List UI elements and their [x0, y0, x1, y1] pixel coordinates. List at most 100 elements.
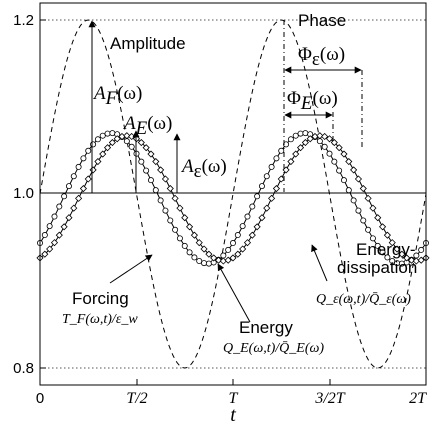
marker-energy-33 — [196, 258, 203, 265]
marker-energy-dissipation-49 — [272, 184, 280, 193]
marker-energy-52 — [287, 136, 294, 143]
marker-energy-dissipation-12 — [94, 157, 102, 166]
amplitude-dissipation-label: Aε(ω) — [180, 156, 227, 182]
marker-energy-dissipation-50 — [277, 175, 285, 183]
marker-energy-53 — [292, 132, 299, 139]
marker-energy-dissipation-46 — [258, 214, 266, 222]
marker-energy-48 — [268, 163, 275, 170]
phi-eps-arg: (ω) — [320, 44, 345, 65]
marker-energy-dissipation-45 — [253, 223, 261, 231]
marker-energy-dissipation-8 — [75, 194, 83, 202]
marker-energy-dissipation-72 — [383, 231, 391, 239]
gridlines — [40, 19, 426, 369]
marker-energy-dissipation-52 — [287, 157, 295, 166]
marker-energy-43 — [244, 213, 251, 220]
x-tick-label-0: 0 — [36, 390, 44, 407]
marker-energy-62 — [336, 167, 343, 174]
marker-energy-12 — [94, 136, 101, 143]
marker-energy-46 — [258, 183, 265, 190]
marker-energy-dissipation-54 — [296, 144, 305, 152]
y-axis: 1.2 1.0 0.8 — [13, 12, 46, 377]
x-axis-title: t — [230, 404, 236, 426]
a-e-arg: (ω) — [147, 113, 172, 134]
marker-energy-dissipation-26 — [161, 175, 170, 183]
marker-energy-dissipation-67 — [359, 184, 367, 193]
forcing-formula: T_F(ω,t)/ε_w — [62, 312, 138, 327]
x-tick-label-T: T — [229, 390, 239, 407]
marker-energy-dissipation-6 — [65, 214, 73, 222]
y-tick-label-1.2: 1.2 — [13, 12, 34, 29]
marker-energy-dissipation-44 — [248, 231, 256, 239]
marker-energy-dissipation-58 — [316, 132, 324, 140]
marker-energy-67 — [360, 217, 367, 224]
dissipation-label-line-2: dissipation — [337, 258, 417, 277]
marker-energy-34 — [201, 260, 208, 267]
marker-energy-40 — [229, 240, 236, 247]
marker-energy-dissipation-42 — [239, 245, 247, 253]
marker-energy-10 — [85, 147, 92, 154]
phi-eps-sub: ε — [312, 49, 320, 70]
marker-energy-39 — [225, 246, 232, 253]
marker-energy-70 — [374, 242, 381, 249]
marker-energy-dissipation-59 — [321, 132, 329, 141]
marker-energy-6 — [65, 183, 72, 190]
marker-energy-dissipation-56 — [306, 135, 314, 143]
marker-energy-dissipation-41 — [234, 250, 242, 258]
marker-energy-dissipation-43 — [243, 239, 252, 247]
marker-energy-23 — [147, 177, 154, 184]
marker-energy-dissipation-9 — [79, 184, 87, 193]
marker-energy-27 — [167, 217, 174, 224]
marker-energy-22 — [143, 167, 150, 174]
marker-energy-dissipation-22 — [142, 144, 150, 152]
marker-energy-55 — [302, 130, 309, 137]
marker-energy-66 — [355, 207, 362, 214]
energy-label: Energy — [239, 318, 293, 337]
marker-energy-9 — [80, 155, 87, 162]
phase-epsilon-label: Φε(ω) — [298, 44, 345, 70]
marker-energy-50 — [278, 147, 285, 154]
x-axis: 0 T/2 T 3/2T 2T t — [36, 379, 427, 426]
marker-energy-dissipation-31 — [186, 223, 194, 231]
a-f-sub: F — [105, 88, 118, 109]
marker-energy-dissipation-64 — [345, 157, 353, 166]
a-eps-sub: ε — [194, 161, 202, 182]
marker-energy-dissipation-2 — [46, 245, 54, 253]
y-tick-label-0.8: 0.8 — [13, 360, 34, 377]
marker-energy-dissipation-53 — [292, 150, 300, 158]
marker-energy-65 — [350, 197, 357, 204]
marker-energy-dissipation-75 — [398, 250, 406, 258]
marker-energy-79 — [418, 246, 425, 253]
marker-energy-dissipation-77 — [407, 256, 416, 264]
marker-energy-dissipation-34 — [200, 245, 208, 253]
marker-energy-5 — [61, 193, 68, 200]
marker-energy-dissipation-71 — [379, 223, 387, 231]
marker-energy-15 — [109, 130, 116, 137]
dissipation-label-line-1: Energy- — [356, 240, 416, 259]
marker-energy-30 — [181, 242, 188, 249]
marker-energy-dissipation-62 — [335, 144, 343, 152]
marker-energy-19 — [128, 143, 135, 150]
marker-energy-dissipation-5 — [60, 223, 68, 231]
marker-energy-49 — [273, 155, 280, 162]
energy-label-pointer — [217, 263, 251, 323]
marker-energy-dissipation-29 — [176, 204, 184, 212]
marker-energy-dissipation-13 — [99, 150, 107, 158]
marker-energy-51 — [283, 141, 290, 148]
amplitude-energy-label: AE(ω) — [122, 113, 172, 139]
marker-energy-dissipation-73 — [388, 239, 396, 247]
marker-energy-26 — [162, 207, 169, 214]
marker-energy-45 — [254, 193, 261, 200]
phase-label: Phase — [298, 11, 346, 30]
marker-energy-dissipation-30 — [181, 214, 189, 222]
marker-energy-dissipation-39 — [224, 256, 232, 264]
marker-energy-58 — [316, 138, 323, 145]
marker-energy-dissipation-79 — [417, 256, 425, 264]
phi-e-arg: (ω) — [313, 88, 338, 109]
phi-eps-main: Φ — [298, 44, 312, 65]
marker-energy-dissipation-21 — [137, 138, 145, 147]
marker-energy-44 — [249, 203, 256, 210]
energy-formula: Q_E(ω,t)/Q̄_E(ω) — [223, 341, 324, 356]
a-eps-main: A — [180, 156, 194, 177]
marker-energy-8 — [75, 163, 82, 170]
